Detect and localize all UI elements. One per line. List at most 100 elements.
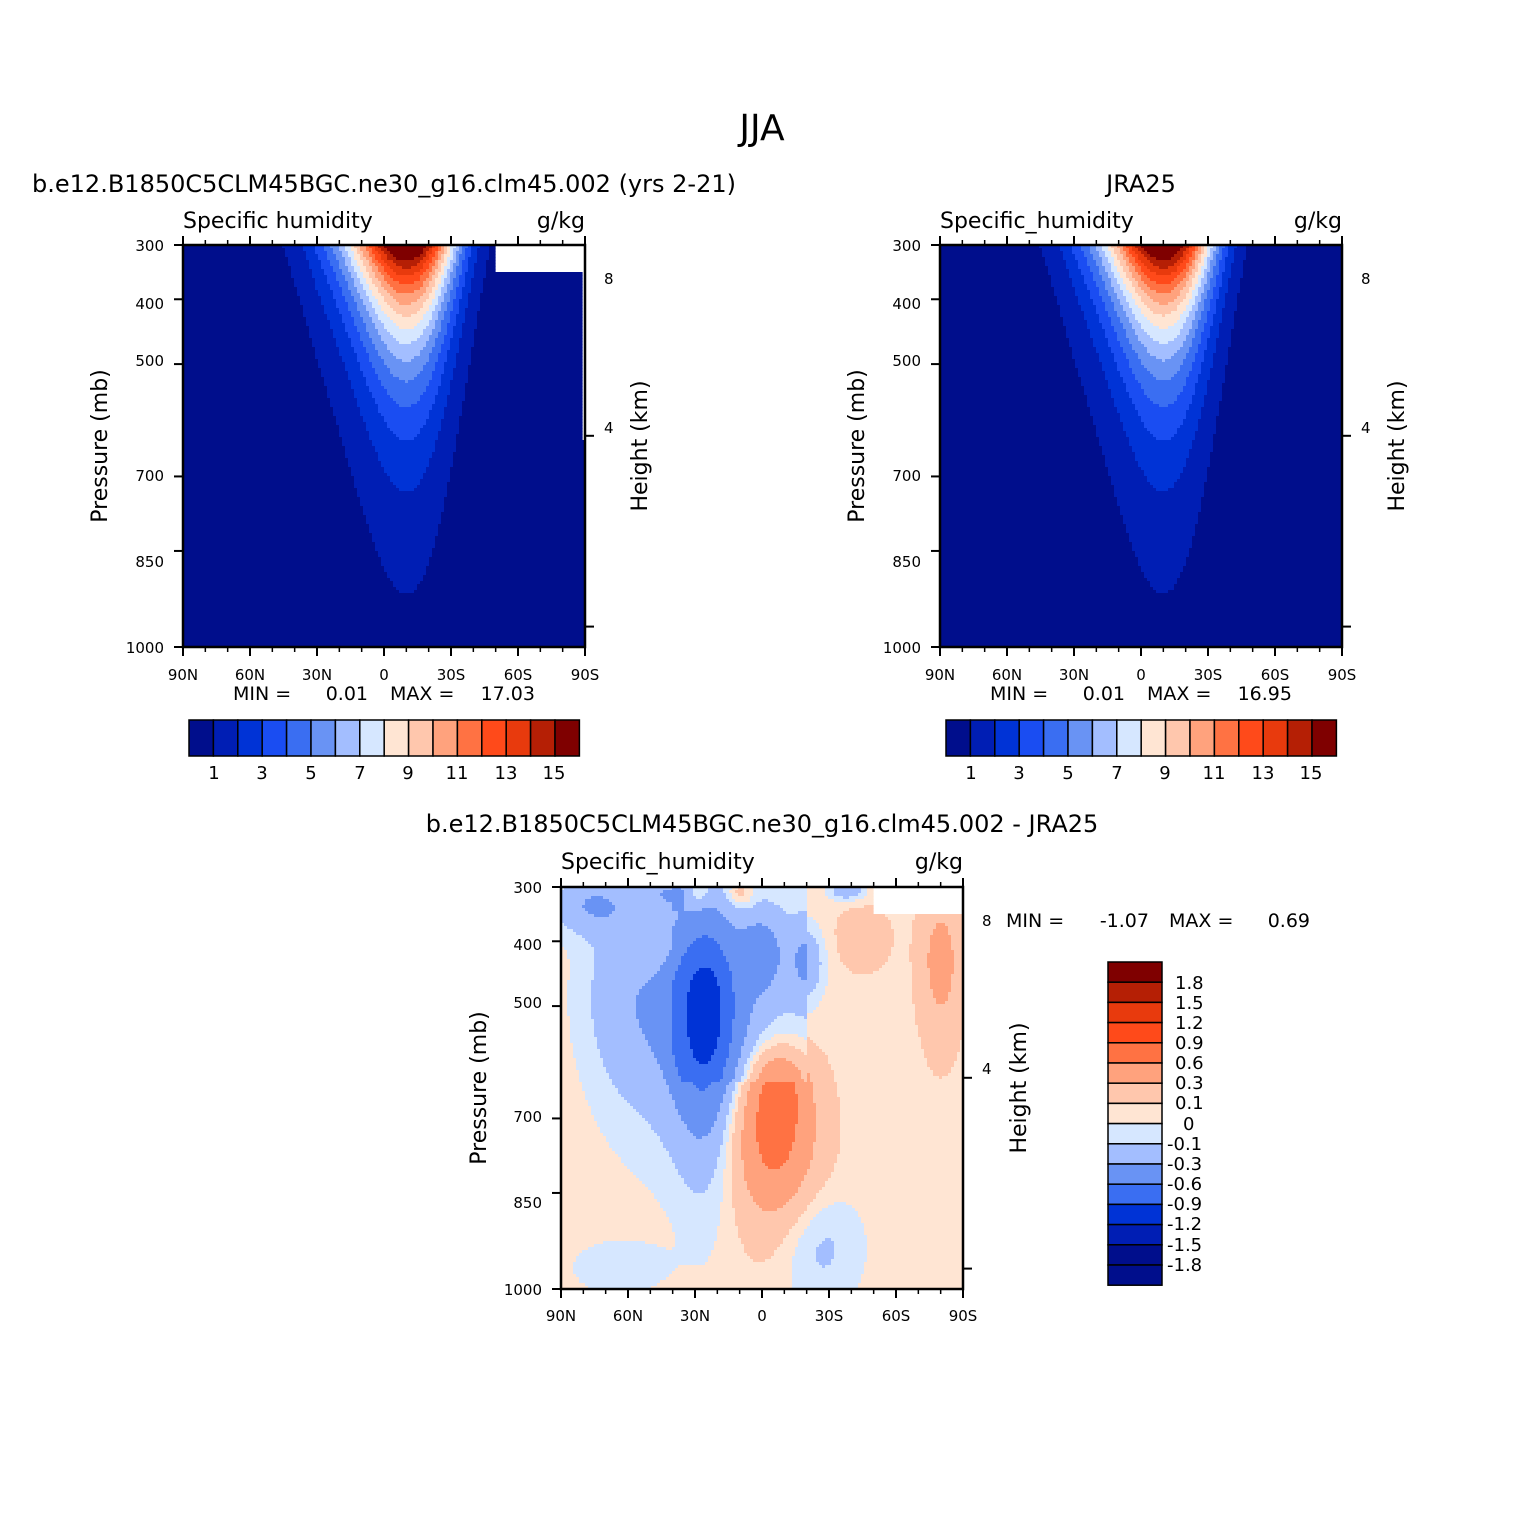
- contour-cell: [405, 257, 409, 261]
- contour-cell: [306, 257, 310, 261]
- contour-cell: [363, 251, 367, 255]
- contour-cell: [435, 251, 439, 255]
- contour-cell: [483, 272, 487, 276]
- contour-cell: [477, 281, 481, 285]
- contour-cell: [501, 284, 505, 288]
- contour-cell: [405, 287, 409, 291]
- contour-cell: [453, 269, 457, 273]
- contour-cell: [390, 275, 394, 279]
- contour-cell: [261, 284, 265, 288]
- contour-cell: [474, 278, 478, 282]
- contour-cell: [420, 266, 424, 270]
- contour-cell: [372, 260, 376, 264]
- contour-cell: [270, 287, 274, 291]
- contour-cell: [375, 254, 379, 258]
- contour-cell: [378, 284, 382, 288]
- contour-cell: [312, 269, 316, 273]
- contour-cell: [270, 284, 274, 288]
- contour-cell: [189, 275, 193, 279]
- contour-cell: [312, 290, 316, 294]
- contour-cell: [423, 254, 427, 258]
- contour-cell: [258, 281, 262, 285]
- contour-cell: [408, 257, 412, 261]
- contour-cell: [366, 260, 370, 264]
- contour-cell: [540, 290, 544, 294]
- contour-cell: [507, 287, 511, 291]
- contour-cell: [486, 263, 490, 267]
- contour-cell: [294, 260, 298, 264]
- contour-cell: [318, 251, 322, 255]
- contour-cell: [324, 263, 328, 267]
- contour-cell: [294, 275, 298, 279]
- contour-cell: [285, 269, 289, 273]
- contour-cell: [390, 278, 394, 282]
- contour-cell: [201, 281, 205, 285]
- contour-cell: [195, 263, 199, 267]
- contour-cell: [405, 266, 409, 270]
- contour-cell: [438, 263, 442, 267]
- contour-cell: [336, 287, 340, 291]
- contour-cell: [462, 251, 466, 255]
- contour-cell: [204, 266, 208, 270]
- contour-cell: [192, 269, 196, 273]
- contour-cell: [468, 287, 472, 291]
- contour-cell: [273, 254, 277, 258]
- contour-cell: [198, 257, 202, 261]
- contour-cell: [294, 287, 298, 291]
- contour-cell: [348, 290, 352, 294]
- contour-cell: [303, 269, 307, 273]
- contour-cell: [372, 278, 376, 282]
- contour-cell: [330, 281, 334, 285]
- contour-cell: [573, 284, 577, 288]
- contour-cell: [570, 278, 574, 282]
- contour-cell: [273, 293, 277, 297]
- contour-cell: [471, 248, 475, 252]
- contour-cell: [489, 254, 493, 258]
- contour-cell: [309, 287, 313, 291]
- contour-cell: [228, 278, 232, 282]
- contour-cell: [255, 251, 259, 255]
- contour-cell: [273, 284, 277, 288]
- contour-cell: [474, 272, 478, 276]
- contour-cell: [240, 266, 244, 270]
- contour-cell: [378, 266, 382, 270]
- contour-cell: [429, 275, 433, 279]
- contour-cell: [417, 269, 421, 273]
- contour-cell: [555, 290, 559, 294]
- contour-cell: [543, 272, 547, 276]
- contour-cell: [369, 275, 373, 279]
- contour-cell: [300, 272, 304, 276]
- contour-cell: [252, 266, 256, 270]
- contour-cell: [258, 254, 262, 258]
- contour-cell: [243, 269, 247, 273]
- contour-cell: [441, 245, 445, 249]
- contour-cell: [432, 269, 436, 273]
- contour-cell: [387, 269, 391, 273]
- contour-cell: [414, 248, 418, 252]
- contour-cell: [192, 251, 196, 255]
- contour-cell: [213, 269, 217, 273]
- contour-cell: [354, 245, 358, 249]
- contour-cell: [258, 278, 262, 282]
- contour-cell: [405, 278, 409, 282]
- contour-cell: [375, 248, 379, 252]
- contour-cell: [552, 278, 556, 282]
- contour-cell: [216, 275, 220, 279]
- contour-cell: [288, 257, 292, 261]
- contour-cell: [369, 284, 373, 288]
- contour-cell: [402, 281, 406, 285]
- contour-cell: [324, 272, 328, 276]
- contour-cell: [252, 281, 256, 285]
- contour-cell: [546, 281, 550, 285]
- contour-cell: [417, 245, 421, 249]
- contour-cell: [201, 275, 205, 279]
- contour-cell: [411, 272, 415, 276]
- contour-cell: [267, 290, 271, 294]
- contour-cell: [204, 272, 208, 276]
- contour-cell: [282, 269, 286, 273]
- contour-cell: [519, 287, 523, 291]
- contour-cell: [303, 248, 307, 252]
- contour-cell: [480, 278, 484, 282]
- contour-cell: [228, 281, 232, 285]
- contour-cell: [252, 251, 256, 255]
